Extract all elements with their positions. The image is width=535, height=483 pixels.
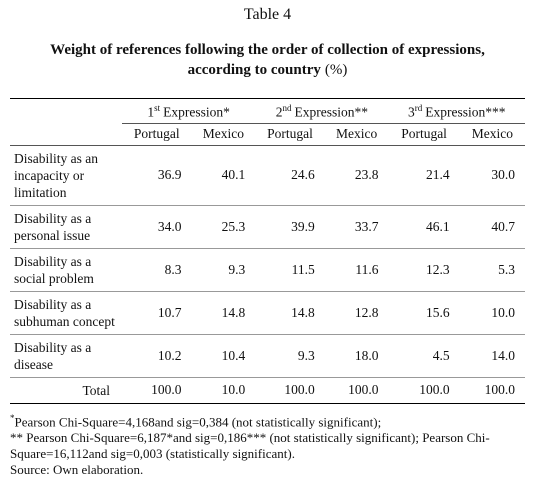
column-header: Mexico <box>191 123 256 146</box>
cell: 14.8 <box>255 291 325 335</box>
cell: 100.0 <box>388 376 460 404</box>
subheader-row: Portugal Mexico Portugal Mexico Portugal Mexi… <box>10 123 525 146</box>
cell: 100.0 <box>459 376 525 404</box>
data-table: 1st Expression* 2nd Expression** 3rd Expressi… <box>10 98 525 404</box>
column-header: Mexico <box>459 123 525 146</box>
group-header: 2nd Expression** <box>255 98 389 124</box>
column-header: Portugal <box>122 123 192 146</box>
cell: 14.0 <box>459 334 525 378</box>
group-number: 1 <box>147 104 155 120</box>
table-row: Disability as a disease 10.2 10.4 9.3 18.0 4.… <box>10 334 525 378</box>
cell: 33.7 <box>324 205 389 249</box>
row-label: Disability as an incapacity or limitatio… <box>10 145 122 206</box>
cell: 10.2 <box>122 334 192 378</box>
cell: 12.3 <box>388 248 460 292</box>
footnote: Source: Own elaboration. <box>10 462 528 478</box>
row-label: Disability as a personal issue <box>10 205 122 249</box>
column-header: Mexico <box>324 123 389 146</box>
cell: 14.8 <box>191 291 256 335</box>
cell: 5.3 <box>459 248 525 292</box>
group-header: 3rd Expression*** <box>388 98 525 124</box>
row-label: Disability as a social problem <box>10 248 122 292</box>
footnote: ** Pearson Chi-Square=6,187*and sig=0,18… <box>10 430 528 462</box>
cell: 34.0 <box>122 205 192 249</box>
cell: 8.3 <box>122 248 192 292</box>
cell: 9.3 <box>255 334 325 378</box>
row-label: Total <box>10 376 122 404</box>
table-row: Disability as a subhuman concept 10.7 14.8… <box>10 291 525 335</box>
cell: 18.0 <box>324 334 389 378</box>
footnote-mark: * <box>10 413 15 423</box>
cell: 10.4 <box>191 334 256 378</box>
group-ordinal: nd <box>282 103 292 113</box>
header-row: 1st Expression* 2nd Expression** 3rd Expressi… <box>10 98 525 124</box>
group-ordinal: rd <box>414 103 423 113</box>
footnote-text: Pearson Chi-Square=4,168and sig=0,384 (n… <box>14 414 382 430</box>
group-ordinal: st <box>154 103 161 113</box>
table-caption: Table 4 <box>243 6 292 23</box>
row-label: Disability as a subhuman concept <box>10 291 122 335</box>
cell: 21.4 <box>388 145 460 206</box>
group-label: Expression*** <box>425 104 506 120</box>
column-header: Portugal <box>255 123 325 146</box>
group-label: Expression** <box>294 104 368 120</box>
group-number: 3 <box>407 104 415 120</box>
cell: 100.0 <box>122 376 192 404</box>
group-number: 2 <box>275 104 283 120</box>
cell: 46.1 <box>388 205 460 249</box>
total-row: Total 100.0 10.0 100.0 100.0 100.0 100.0 <box>10 376 525 404</box>
cell: 25.3 <box>191 205 256 249</box>
column-header: Portugal <box>388 123 460 146</box>
footnote: *Pearson Chi-Square=4,168and sig=0,384 (… <box>10 410 528 430</box>
cell: 100.0 <box>324 376 389 404</box>
cell: 10.0 <box>191 376 256 404</box>
cell: 24.6 <box>255 145 325 206</box>
table-title: Weight of references following the order… <box>40 40 495 80</box>
group-label: Expression* <box>163 104 230 120</box>
cell: 36.9 <box>122 145 192 206</box>
cell: 40.7 <box>459 205 525 249</box>
cell: 39.9 <box>255 205 325 249</box>
footnotes: *Pearson Chi-Square=4,168and sig=0,384 (… <box>10 410 528 478</box>
cell: 4.5 <box>388 334 460 378</box>
cell: 23.8 <box>324 145 389 206</box>
cell: 10.0 <box>459 291 525 335</box>
footnote-text: Source: Own elaboration. <box>10 462 144 478</box>
corner-cell <box>10 98 122 123</box>
cell: 12.8 <box>324 291 389 335</box>
row-label: Disability as a disease <box>10 334 122 378</box>
cell: 15.6 <box>388 291 460 335</box>
cell: 30.0 <box>459 145 525 206</box>
cell: 10.7 <box>122 291 192 335</box>
group-header: 1st Expression* <box>122 98 256 124</box>
table-row: Disability as a social problem 8.3 9.3 11.5… <box>10 248 525 292</box>
unit: (%) <box>324 62 348 78</box>
cell: 11.6 <box>324 248 389 292</box>
table-row: Disability as an incapacity or limitatio… <box>10 145 525 206</box>
corner-cell <box>10 123 122 146</box>
cell: 11.5 <box>255 248 325 292</box>
cell: 40.1 <box>191 145 256 206</box>
cell: 100.0 <box>255 376 325 404</box>
cell: 9.3 <box>191 248 256 292</box>
footnote-text: ** Pearson Chi-Square=6,187*and sig=0,18… <box>10 430 490 462</box>
table-row: Disability as a personal issue 34.0 25.3 39… <box>10 205 525 249</box>
title-text: Weight of references following the order… <box>50 42 485 78</box>
